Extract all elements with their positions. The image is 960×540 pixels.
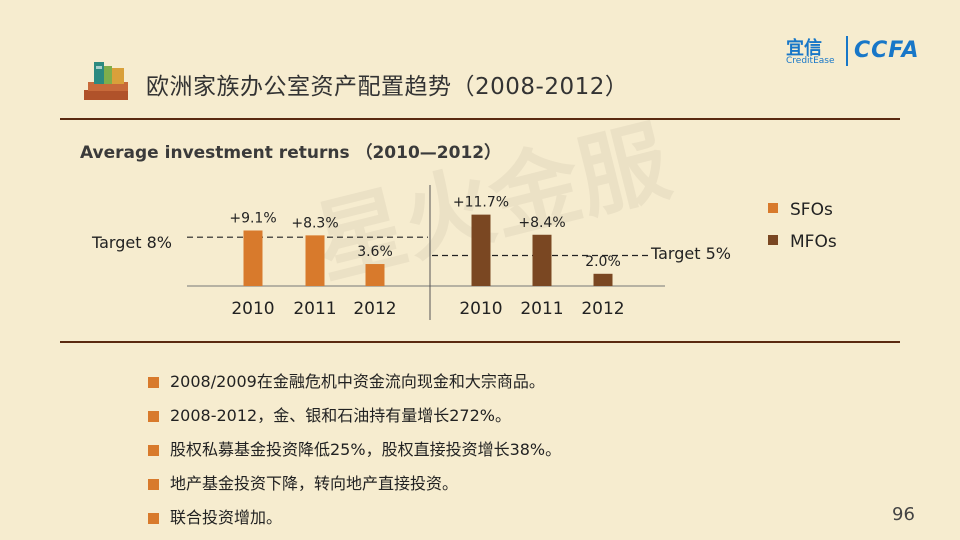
logo-divider: [846, 36, 848, 66]
bullet-marker: [148, 411, 159, 422]
data-label: 3.6%: [357, 244, 393, 260]
bar-sfos-2010: [243, 230, 263, 286]
tick-label: 2011: [293, 299, 336, 319]
bottom-divider: [60, 341, 900, 343]
logo-yixin: 宜信: [786, 38, 822, 59]
legend-label-sfos: SFOs: [790, 200, 833, 220]
data-label: +8.3%: [291, 215, 338, 231]
bullet-list: 2008/2009在金融危机中资金流向现金和大宗商品。 2008-2012，金、…: [148, 368, 561, 538]
bullet-marker: [148, 479, 159, 490]
bar-mfos-2012: [593, 273, 613, 286]
bullet-item: 2008/2009在金融危机中资金流向现金和大宗商品。: [148, 368, 561, 402]
returns-bar-chart: Target 8% +9.1% 2010 +8.3% 2011 3.6% 2012 SFOs T…: [91, 185, 837, 320]
page-number: 96: [892, 504, 915, 525]
legend-swatch-sfos: [768, 203, 778, 213]
logo-ccfa: CCFA: [854, 38, 920, 63]
tick-label: 2010: [231, 299, 274, 319]
target-label-sfos: Target 8%: [91, 233, 172, 252]
bar-sfos-2012: [365, 264, 385, 286]
tick-label: 2012: [353, 299, 396, 319]
tick-label: 2012: [581, 299, 624, 319]
data-label: +9.1%: [229, 210, 276, 226]
bullet-marker: [148, 445, 159, 456]
books-icon: [84, 62, 128, 100]
data-label: +11.7%: [453, 195, 509, 211]
bullet-item: 地产基金投资下降，转向地产直接投资。: [148, 470, 561, 504]
company-logo: 宜信 CreditEase CCFA: [786, 34, 934, 70]
top-divider: [60, 118, 900, 120]
data-label: 2.0%: [585, 254, 621, 270]
bullet-marker: [148, 377, 159, 388]
legend-swatch-mfos: [768, 235, 778, 245]
page-title: 欧洲家族办公室资产配置趋势（2008-2012）: [146, 74, 629, 100]
bullet-item: 联合投资增加。: [148, 504, 561, 538]
chart-title: Average investment returns （2010—2012）: [80, 143, 502, 163]
bullet-item: 股权私募基金投资降低25%，股权直接投资增长38%。: [148, 436, 561, 470]
legend-label-mfos: MFOs: [790, 232, 837, 252]
data-label: +8.4%: [518, 215, 565, 231]
bullet-marker: [148, 513, 159, 524]
tick-label: 2011: [520, 299, 563, 319]
bar-sfos-2011: [305, 235, 325, 286]
target-label-mfos: Target 5%: [650, 244, 731, 263]
logo-creditease: CreditEase: [786, 56, 835, 66]
tick-label: 2010: [459, 299, 502, 319]
bar-mfos-2011: [532, 234, 552, 286]
bar-mfos-2010: [471, 214, 491, 286]
bullet-item: 2008-2012，金、银和石油持有量增长272%。: [148, 402, 561, 436]
